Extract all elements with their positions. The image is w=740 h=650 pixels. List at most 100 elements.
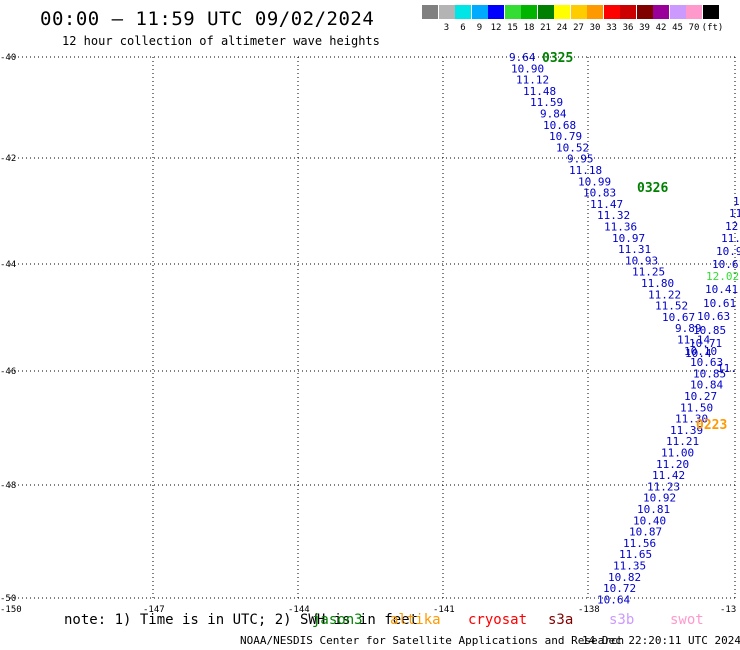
- timestamp: 14 Dec 22:20:11 UTC 2024: [582, 634, 740, 647]
- wave-height-label: 9.64: [509, 51, 536, 64]
- lat-label: -42: [0, 154, 16, 164]
- wave-height-label: 9.89: [675, 322, 702, 335]
- wave-height-label: 10.9: [716, 245, 740, 258]
- wave-height-label: 10.52: [556, 141, 589, 154]
- legend-swatch: [455, 5, 471, 19]
- wave-height-label: 11.12: [516, 74, 549, 87]
- wave-height-label: 12.: [725, 220, 740, 233]
- legend-label: 27: [573, 23, 584, 33]
- wave-height-label: 11.59: [530, 96, 563, 109]
- wave-height-label: 11.50: [680, 401, 713, 414]
- wave-height-label: 10.40: [633, 514, 666, 527]
- wave-height-label: 10.82: [608, 571, 641, 584]
- wave-height-label: 10.71: [689, 337, 722, 350]
- lat-label: -46: [0, 367, 16, 377]
- wave-height-label: 11.21: [666, 435, 699, 448]
- legend-swatch: [686, 5, 702, 19]
- wave-height-label: 10.97: [612, 232, 645, 245]
- wave-height-label: 10.99: [578, 175, 611, 188]
- lat-label: -40: [0, 53, 16, 63]
- wave-height-label: 10.81: [637, 503, 670, 516]
- wave-height-label: 11: [729, 207, 740, 220]
- time-tag: 0326: [637, 181, 668, 196]
- wave-height-label: 10.10: [684, 345, 717, 358]
- wave-height-label: 10.93: [625, 254, 658, 267]
- legend-swatch: [636, 5, 653, 19]
- wave-height-label: 11.20: [656, 458, 689, 471]
- wave-height-label: 11.18: [569, 164, 602, 177]
- wave-height-label: 10.64: [597, 593, 630, 606]
- wave-height-label: 11.39: [670, 424, 703, 437]
- wave-height-label: 10.92: [643, 492, 676, 505]
- wave-height-label: 10.84: [690, 379, 723, 392]
- legend-label: 12: [490, 23, 502, 33]
- legend-label: 6: [460, 23, 466, 33]
- wave-height-label: 1: [733, 195, 740, 208]
- legend-swatch: [570, 5, 587, 19]
- map-subtitle: 12 hour collection of altimeter wave hei…: [62, 34, 380, 48]
- legend-unit: (ft): [701, 23, 724, 33]
- wave-height-label: 10.61: [703, 297, 736, 310]
- lon-label: -144: [288, 605, 310, 615]
- wave-height-label: 12.02: [706, 270, 739, 283]
- wave-height-label: 9.95: [567, 153, 594, 166]
- satellite-altika: altika: [390, 612, 441, 628]
- lon-label: -147: [143, 605, 165, 615]
- wave-height-label: 11.35: [613, 560, 646, 573]
- credit-text: NOAA/NESDIS Center for Satellite Applica…: [240, 634, 625, 647]
- satellite-cryosat: cryosat: [468, 612, 528, 628]
- legend-swatch: [521, 5, 537, 19]
- wave-height-label: 10.83: [583, 187, 616, 200]
- wave-height-label: 11.23: [647, 480, 680, 493]
- wave-height-label: 11.00: [661, 447, 694, 460]
- legend-label: 9: [476, 23, 483, 33]
- legend-swatch: [669, 5, 686, 19]
- legend-swatch: [653, 5, 669, 19]
- wave-height-label: 10.41: [705, 283, 738, 296]
- legend-swatch: [422, 5, 438, 19]
- footer-note: note: 1) Time is in UTC; 2) SWH is in fe…: [64, 612, 419, 628]
- legend-label: 21: [540, 23, 551, 33]
- legend-label: 45: [672, 23, 683, 33]
- wave-height-label: 11.80: [641, 277, 674, 290]
- satellite-swot: swot: [670, 612, 704, 628]
- wave-height-label: 11.56: [623, 537, 656, 550]
- satellite-jason3: jason3: [312, 612, 363, 628]
- legend-label: 36: [622, 23, 634, 33]
- lon-label: -150: [0, 605, 22, 615]
- lon-label: -141: [433, 605, 455, 615]
- legend-label: 3: [443, 23, 450, 33]
- legend-swatch: [554, 5, 570, 19]
- wave-height-label: 11.14: [677, 334, 710, 347]
- wave-height-label: 10.90: [511, 62, 544, 75]
- legend-swatch: [438, 5, 455, 19]
- time-tag: 0223: [696, 418, 727, 433]
- wave-height-label: 11.22: [648, 288, 681, 301]
- wave-height-label: 11.42: [652, 469, 685, 482]
- legend-swatch: [471, 5, 488, 19]
- legend-swatch: [488, 5, 504, 19]
- wave-height-label: 10.27: [684, 390, 717, 403]
- wave-height-label: 11.31: [618, 243, 651, 256]
- time-tag: 0325: [542, 51, 573, 66]
- wave-height-label: 10.68: [543, 119, 576, 132]
- lat-label: -50: [0, 594, 16, 604]
- legend-swatch: [702, 5, 719, 19]
- wave-height-label: 10.63: [690, 356, 723, 369]
- legend-swatch: [603, 5, 620, 19]
- legend-label: 30: [589, 23, 601, 33]
- wave-height-label: 11.47: [590, 198, 623, 211]
- wave-height-label: 10.61: [712, 258, 740, 271]
- wave-height-label: 9.84: [540, 108, 567, 121]
- legend-swatch: [537, 5, 554, 19]
- wave-height-label: 10.4: [685, 347, 712, 360]
- lon-label: -138: [578, 605, 600, 615]
- lon-label: -13: [720, 605, 736, 615]
- legend-label: 42: [655, 23, 667, 33]
- legend-label: 33: [606, 23, 617, 33]
- legend-swatch: [620, 5, 636, 19]
- wave-height-label: 11.5: [721, 232, 740, 245]
- legend-label: 39: [639, 23, 650, 33]
- wave-height-label: 10.63: [697, 310, 730, 323]
- legend-label: 70: [688, 23, 700, 33]
